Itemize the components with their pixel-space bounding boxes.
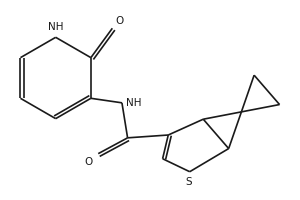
Text: O: O [116,16,124,26]
Text: NH: NH [48,22,63,32]
Text: S: S [185,177,192,187]
Text: NH: NH [127,98,142,108]
Text: O: O [84,157,93,167]
